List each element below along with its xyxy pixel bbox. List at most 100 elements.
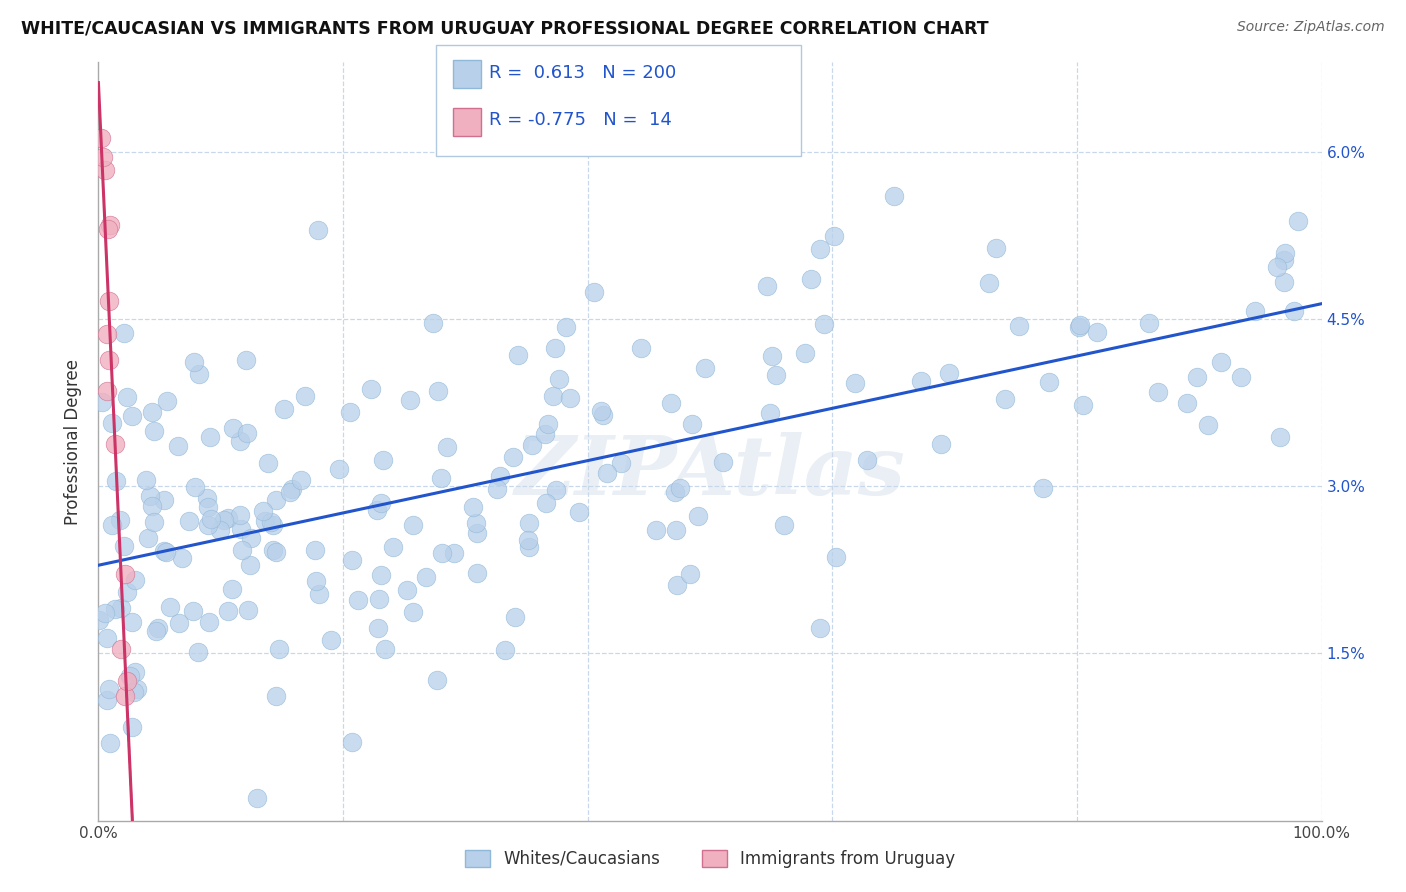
Point <box>695 361 717 376</box>
Point <box>197 500 219 515</box>
Point <box>124 573 146 587</box>
Point <box>93 606 115 620</box>
Point <box>938 366 960 380</box>
Point <box>1270 430 1292 444</box>
Point <box>489 469 512 483</box>
Point <box>506 348 529 362</box>
Point <box>844 376 866 390</box>
Point <box>146 621 169 635</box>
Point <box>187 367 209 381</box>
Point <box>308 223 330 237</box>
Point <box>366 502 388 516</box>
Point <box>800 272 823 286</box>
Point <box>765 368 787 382</box>
Point <box>347 593 370 607</box>
Point <box>534 426 557 441</box>
Point <box>910 374 932 388</box>
Point <box>114 689 136 703</box>
Point <box>977 276 1000 290</box>
Point <box>929 437 952 451</box>
Point <box>1197 418 1219 433</box>
Point <box>568 505 591 519</box>
Point <box>136 531 159 545</box>
Point <box>97 293 120 308</box>
Point <box>212 513 235 527</box>
Point <box>264 493 287 508</box>
Point <box>1137 316 1160 330</box>
Point <box>994 392 1017 406</box>
Point <box>681 417 703 432</box>
Point <box>217 604 239 618</box>
Point <box>91 395 114 409</box>
Point <box>235 352 257 367</box>
Text: R = -0.775   N =  14: R = -0.775 N = 14 <box>489 112 672 129</box>
Point <box>1038 375 1060 389</box>
Point <box>1274 245 1296 260</box>
Point <box>273 401 295 416</box>
Point <box>155 545 177 559</box>
Point <box>520 437 543 451</box>
Point <box>494 643 516 657</box>
Point <box>195 491 218 505</box>
Point <box>141 499 163 513</box>
Text: R =  0.613   N = 200: R = 0.613 N = 200 <box>489 64 676 82</box>
Point <box>198 430 221 444</box>
Point <box>266 545 288 559</box>
Point <box>426 673 449 688</box>
Point <box>101 518 124 533</box>
Point <box>1069 318 1091 333</box>
Point <box>308 586 330 600</box>
Point <box>422 316 444 330</box>
Point <box>436 440 458 454</box>
Text: ZIPAtlas: ZIPAtlas <box>515 432 905 512</box>
Point <box>427 384 450 398</box>
Point <box>429 470 451 484</box>
Point <box>645 523 668 537</box>
Point <box>464 516 486 531</box>
Point <box>112 539 135 553</box>
Point <box>260 515 283 529</box>
Point <box>304 542 326 557</box>
Point <box>669 481 692 495</box>
Point <box>124 685 146 699</box>
Point <box>108 513 131 527</box>
Point <box>115 673 138 688</box>
Point <box>94 162 117 177</box>
Point <box>135 473 157 487</box>
Point <box>370 568 392 582</box>
Point <box>517 516 540 530</box>
Point <box>503 609 526 624</box>
Point <box>544 483 567 498</box>
Point <box>266 689 288 703</box>
Point <box>371 453 394 467</box>
Point <box>143 516 166 530</box>
Point <box>197 517 219 532</box>
Point <box>793 346 815 360</box>
Point <box>221 582 243 596</box>
Point <box>187 645 209 659</box>
Point <box>269 641 291 656</box>
Point <box>548 371 571 385</box>
Point <box>517 540 540 554</box>
Point <box>139 489 162 503</box>
Point <box>124 665 146 679</box>
Point <box>374 642 396 657</box>
Point <box>101 416 124 430</box>
Point <box>172 551 194 566</box>
Point <box>1147 384 1170 399</box>
Point <box>555 319 578 334</box>
Point <box>254 514 277 528</box>
Point <box>143 424 166 438</box>
Point <box>1185 369 1208 384</box>
Y-axis label: Professional Degree: Professional Degree <box>65 359 83 524</box>
Point <box>256 456 278 470</box>
Text: Source: ZipAtlas.com: Source: ZipAtlas.com <box>1237 20 1385 34</box>
Point <box>229 434 252 449</box>
Point <box>159 600 181 615</box>
Point <box>808 621 831 635</box>
Point <box>167 616 190 631</box>
Point <box>183 355 205 369</box>
Point <box>222 420 245 434</box>
Point <box>141 405 163 419</box>
Point <box>121 720 143 734</box>
